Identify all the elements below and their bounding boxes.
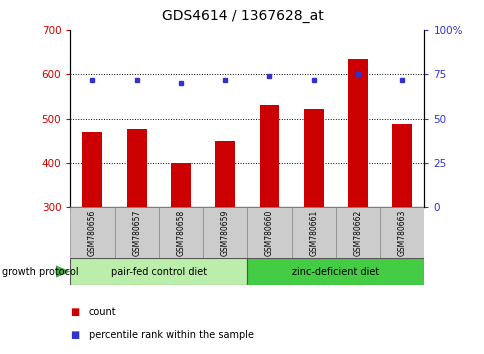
Text: zinc-deficient diet: zinc-deficient diet bbox=[292, 267, 378, 277]
Text: count: count bbox=[89, 307, 116, 316]
Text: GSM780663: GSM780663 bbox=[397, 210, 406, 256]
Text: GSM780657: GSM780657 bbox=[132, 210, 141, 256]
Text: GSM780661: GSM780661 bbox=[309, 210, 318, 256]
Text: GSM780659: GSM780659 bbox=[220, 210, 229, 256]
Bar bbox=[215, 141, 235, 340]
Text: GSM780662: GSM780662 bbox=[353, 210, 362, 256]
Text: ■: ■ bbox=[70, 330, 79, 339]
Bar bbox=[247, 207, 291, 258]
Text: GSM780658: GSM780658 bbox=[176, 210, 185, 256]
Bar bbox=[171, 163, 191, 340]
Bar bbox=[114, 207, 158, 258]
Text: GSM780660: GSM780660 bbox=[264, 210, 273, 256]
Bar bbox=[203, 207, 247, 258]
Text: growth protocol: growth protocol bbox=[2, 267, 79, 277]
Text: GSM780656: GSM780656 bbox=[88, 210, 97, 256]
Bar bbox=[70, 207, 114, 258]
Text: percentile rank within the sample: percentile rank within the sample bbox=[89, 330, 253, 339]
Bar bbox=[82, 132, 102, 340]
Text: pair-fed control diet: pair-fed control diet bbox=[110, 267, 207, 277]
Text: GDS4614 / 1367628_at: GDS4614 / 1367628_at bbox=[161, 9, 323, 23]
Polygon shape bbox=[56, 266, 70, 278]
Bar bbox=[379, 207, 424, 258]
Bar bbox=[259, 105, 279, 340]
Text: ■: ■ bbox=[70, 307, 79, 316]
Bar bbox=[348, 59, 367, 340]
Bar bbox=[126, 129, 146, 340]
Bar bbox=[247, 258, 424, 285]
Bar bbox=[70, 258, 247, 285]
Bar bbox=[158, 207, 203, 258]
Bar bbox=[291, 207, 335, 258]
Bar bbox=[392, 124, 411, 340]
Bar bbox=[303, 109, 323, 340]
Bar bbox=[335, 207, 379, 258]
